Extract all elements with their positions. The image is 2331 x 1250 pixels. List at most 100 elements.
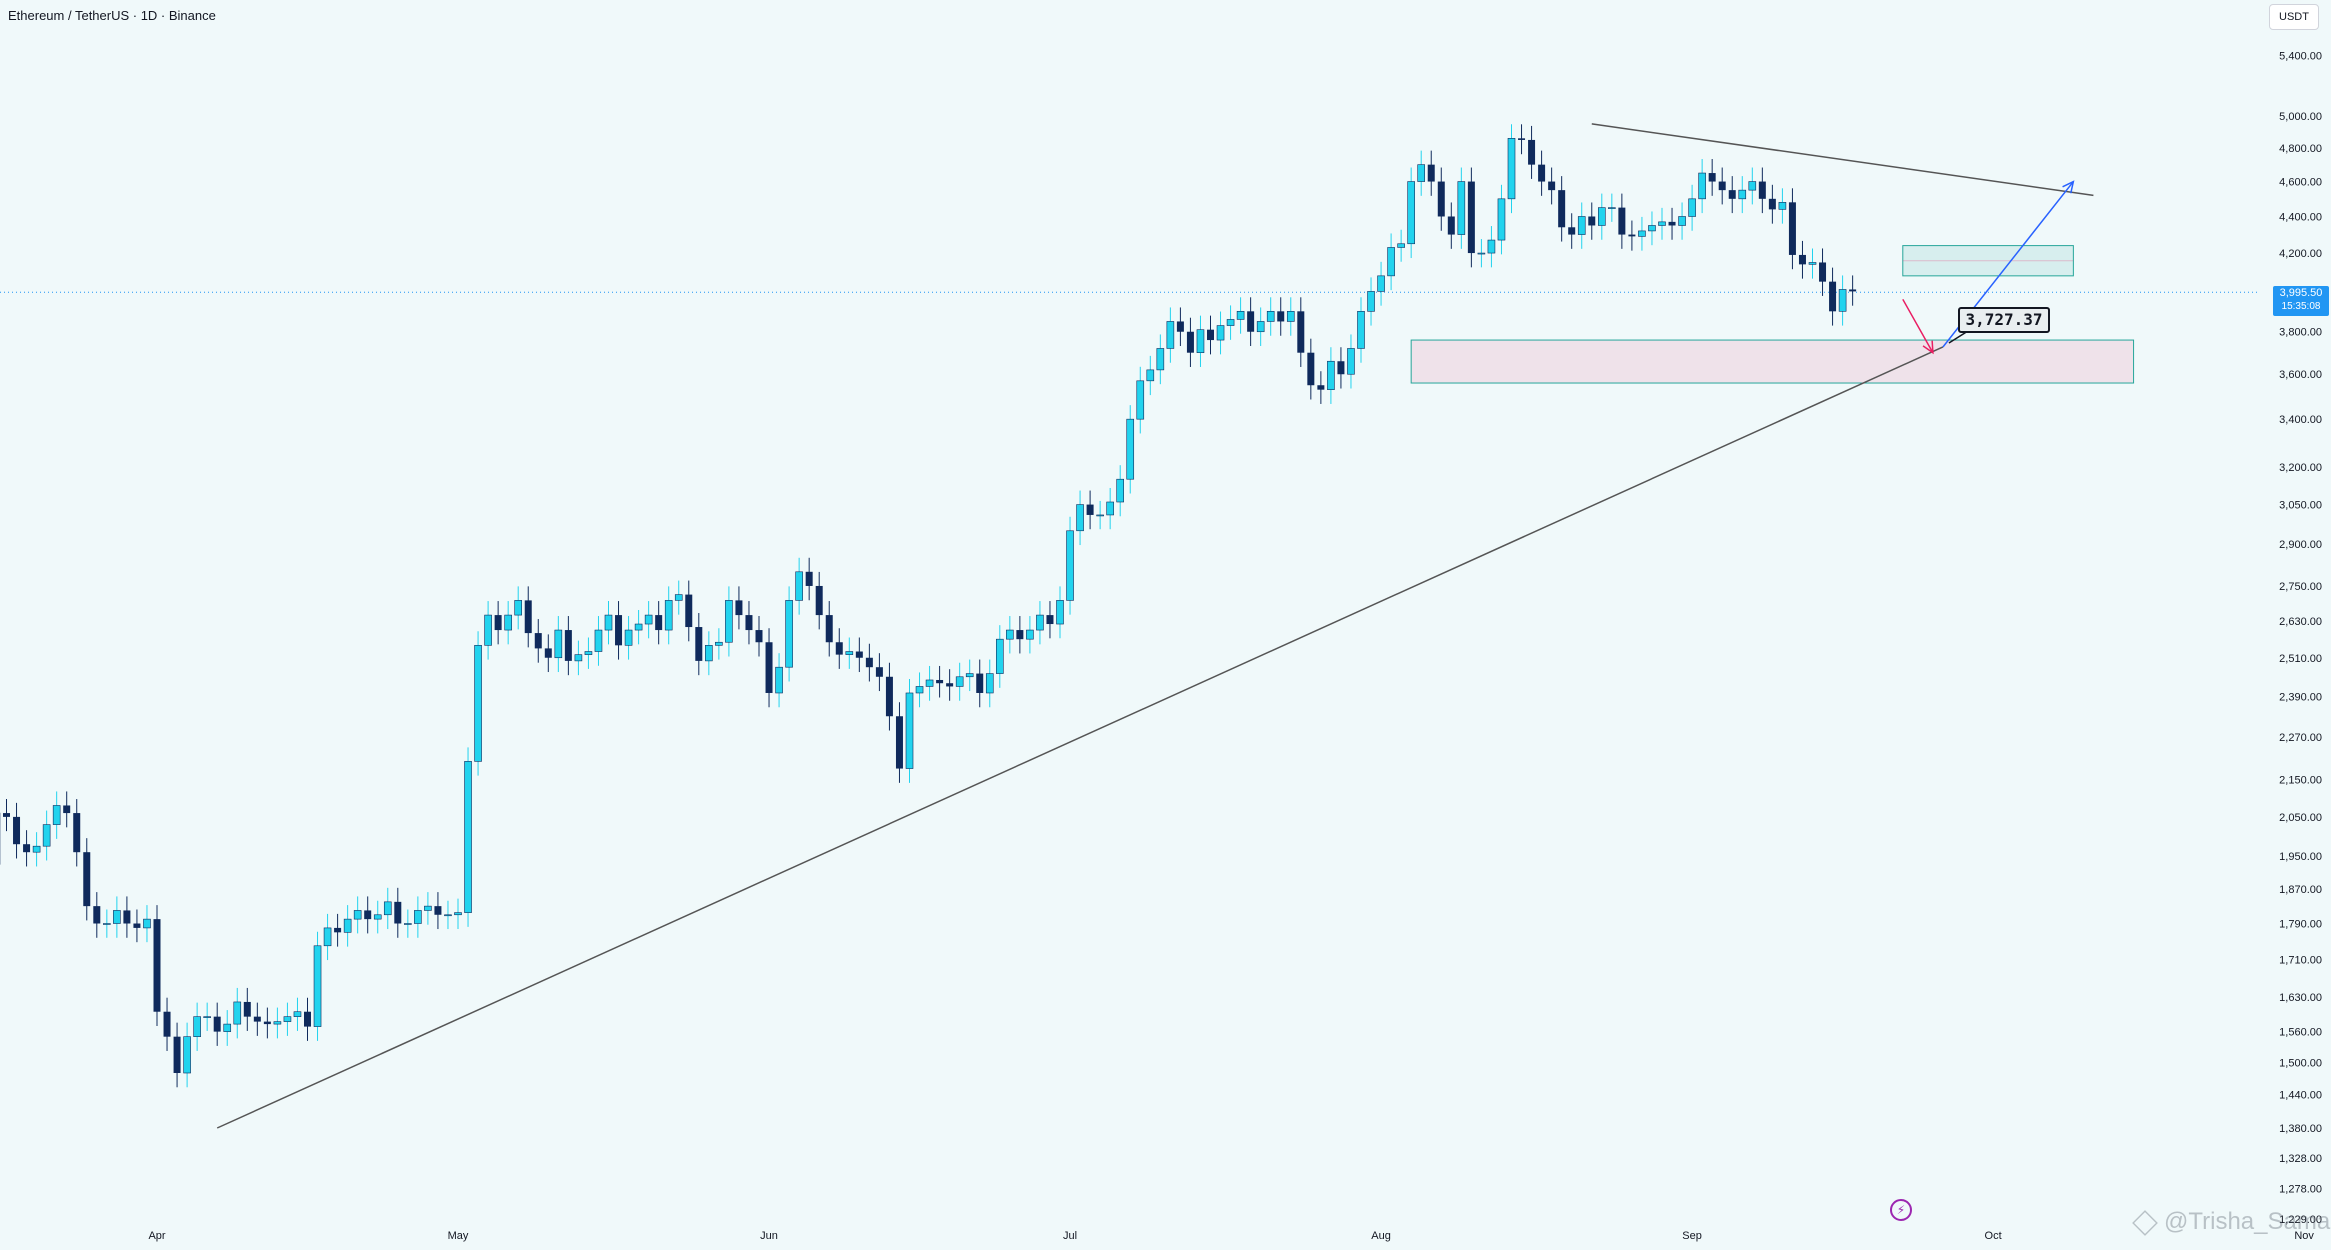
x-tick-label: Jul	[1063, 1230, 1077, 1242]
chart-title: Ethereum / TetherUS · 1D · Binance	[8, 8, 216, 23]
candle-body	[1548, 181, 1556, 191]
descending-trendline	[1591, 123, 2094, 197]
candle-body	[1116, 478, 1124, 503]
target-price-callout[interactable]: 3,727.37	[1958, 307, 2050, 333]
candle-body	[373, 914, 382, 920]
candle-body	[755, 630, 763, 643]
candle-body	[584, 651, 593, 655]
candle-body	[1688, 198, 1696, 217]
candle-body	[1708, 173, 1716, 182]
x-tick-label: Nov	[2294, 1230, 2314, 1242]
candle-body	[785, 600, 793, 668]
currency-selector-button[interactable]: USDT	[2269, 4, 2319, 30]
candle-body	[414, 910, 422, 924]
candle-body	[1849, 289, 1857, 292]
candle-body	[815, 585, 823, 616]
candle-body	[223, 1023, 232, 1032]
candle-body	[644, 614, 653, 625]
candle-body	[1477, 252, 1486, 255]
candle-body	[1096, 514, 1104, 517]
candle-body	[1758, 181, 1766, 199]
candle-body	[394, 901, 402, 924]
candle-body	[1678, 216, 1686, 226]
candle-body	[655, 615, 663, 631]
candle-body	[1668, 221, 1676, 226]
candle-body	[875, 667, 883, 677]
candle-body	[454, 912, 462, 916]
candle-body	[865, 657, 873, 668]
candle-body	[1186, 331, 1194, 353]
y-tick-label: 1,630.00	[2279, 992, 2322, 1004]
candle-body	[1166, 321, 1175, 349]
candle-body	[554, 629, 563, 659]
y-tick-label: 5,000.00	[2279, 111, 2322, 123]
candle-body	[93, 906, 101, 924]
candle-body	[1608, 207, 1616, 209]
candle-body	[163, 1011, 171, 1037]
candle-body	[965, 673, 974, 678]
candle-body	[1407, 181, 1415, 245]
candle-body	[404, 923, 412, 925]
candle-body	[203, 1016, 211, 1018]
candle-body	[1307, 352, 1315, 386]
candle-body	[664, 600, 673, 631]
candle-body	[273, 1021, 282, 1025]
candle-body	[343, 918, 352, 933]
candle-body	[474, 645, 482, 762]
candle-body	[1176, 321, 1184, 332]
candle-body	[1457, 181, 1466, 235]
bar-countdown: 15:35:08	[2281, 301, 2321, 312]
blue-arrow-head	[2062, 180, 2075, 194]
y-tick-label: 1,328.00	[2279, 1153, 2322, 1165]
candle-body	[323, 927, 332, 947]
candle-body	[1618, 207, 1626, 235]
candle-body	[885, 676, 893, 717]
candle-body	[1066, 530, 1074, 601]
candle-body	[946, 683, 954, 687]
candle-body	[1427, 164, 1435, 182]
candle-body	[1216, 325, 1225, 341]
candle-body	[1297, 311, 1305, 353]
watermark-logo-icon	[2132, 1209, 2158, 1236]
candle-body	[42, 824, 51, 847]
candle-body	[1538, 164, 1546, 182]
y-tick-label: 4,200.00	[2279, 248, 2322, 260]
candle-body	[1286, 311, 1295, 322]
candle-body	[835, 642, 843, 655]
candle-body	[1016, 630, 1024, 640]
candle-body	[1628, 234, 1636, 237]
candle-body	[193, 1016, 201, 1037]
candle-body	[1256, 321, 1265, 333]
lightning-icon[interactable]: ⚡	[1890, 1199, 1912, 1221]
candle-body	[1738, 189, 1747, 200]
candle-body	[213, 1016, 221, 1032]
red-arrow-head	[1922, 340, 1934, 355]
candle-body	[1487, 239, 1496, 254]
candle-body	[725, 600, 733, 643]
candle-body	[83, 852, 91, 907]
current-price-badge: 3,995.50 15:35:08	[2273, 286, 2329, 316]
candle-body	[63, 805, 71, 814]
candle-body	[304, 1011, 311, 1027]
candle-body	[1146, 369, 1155, 382]
y-tick-label: 2,050.00	[2279, 812, 2322, 824]
candle-body	[1558, 190, 1566, 228]
y-tick-label: 1,380.00	[2279, 1123, 2322, 1135]
candle-body	[795, 571, 803, 601]
y-tick-label: 3,800.00	[2279, 327, 2322, 339]
current-price-value: 3,995.50	[2279, 287, 2323, 299]
candle-body	[1026, 629, 1034, 640]
candle-body	[293, 1011, 302, 1017]
x-tick-label: Sep	[1682, 1230, 1702, 1242]
candle-body	[52, 805, 61, 825]
candle-body	[1577, 216, 1586, 235]
candle-body	[915, 686, 924, 694]
candle-body	[574, 654, 583, 662]
demand-zone	[1410, 339, 2135, 384]
y-tick-label: 1,560.00	[2279, 1027, 2322, 1039]
y-tick-label: 2,150.00	[2279, 774, 2322, 786]
candle-body	[1247, 311, 1255, 332]
candle-body	[23, 844, 31, 853]
candle-body	[253, 1016, 261, 1022]
